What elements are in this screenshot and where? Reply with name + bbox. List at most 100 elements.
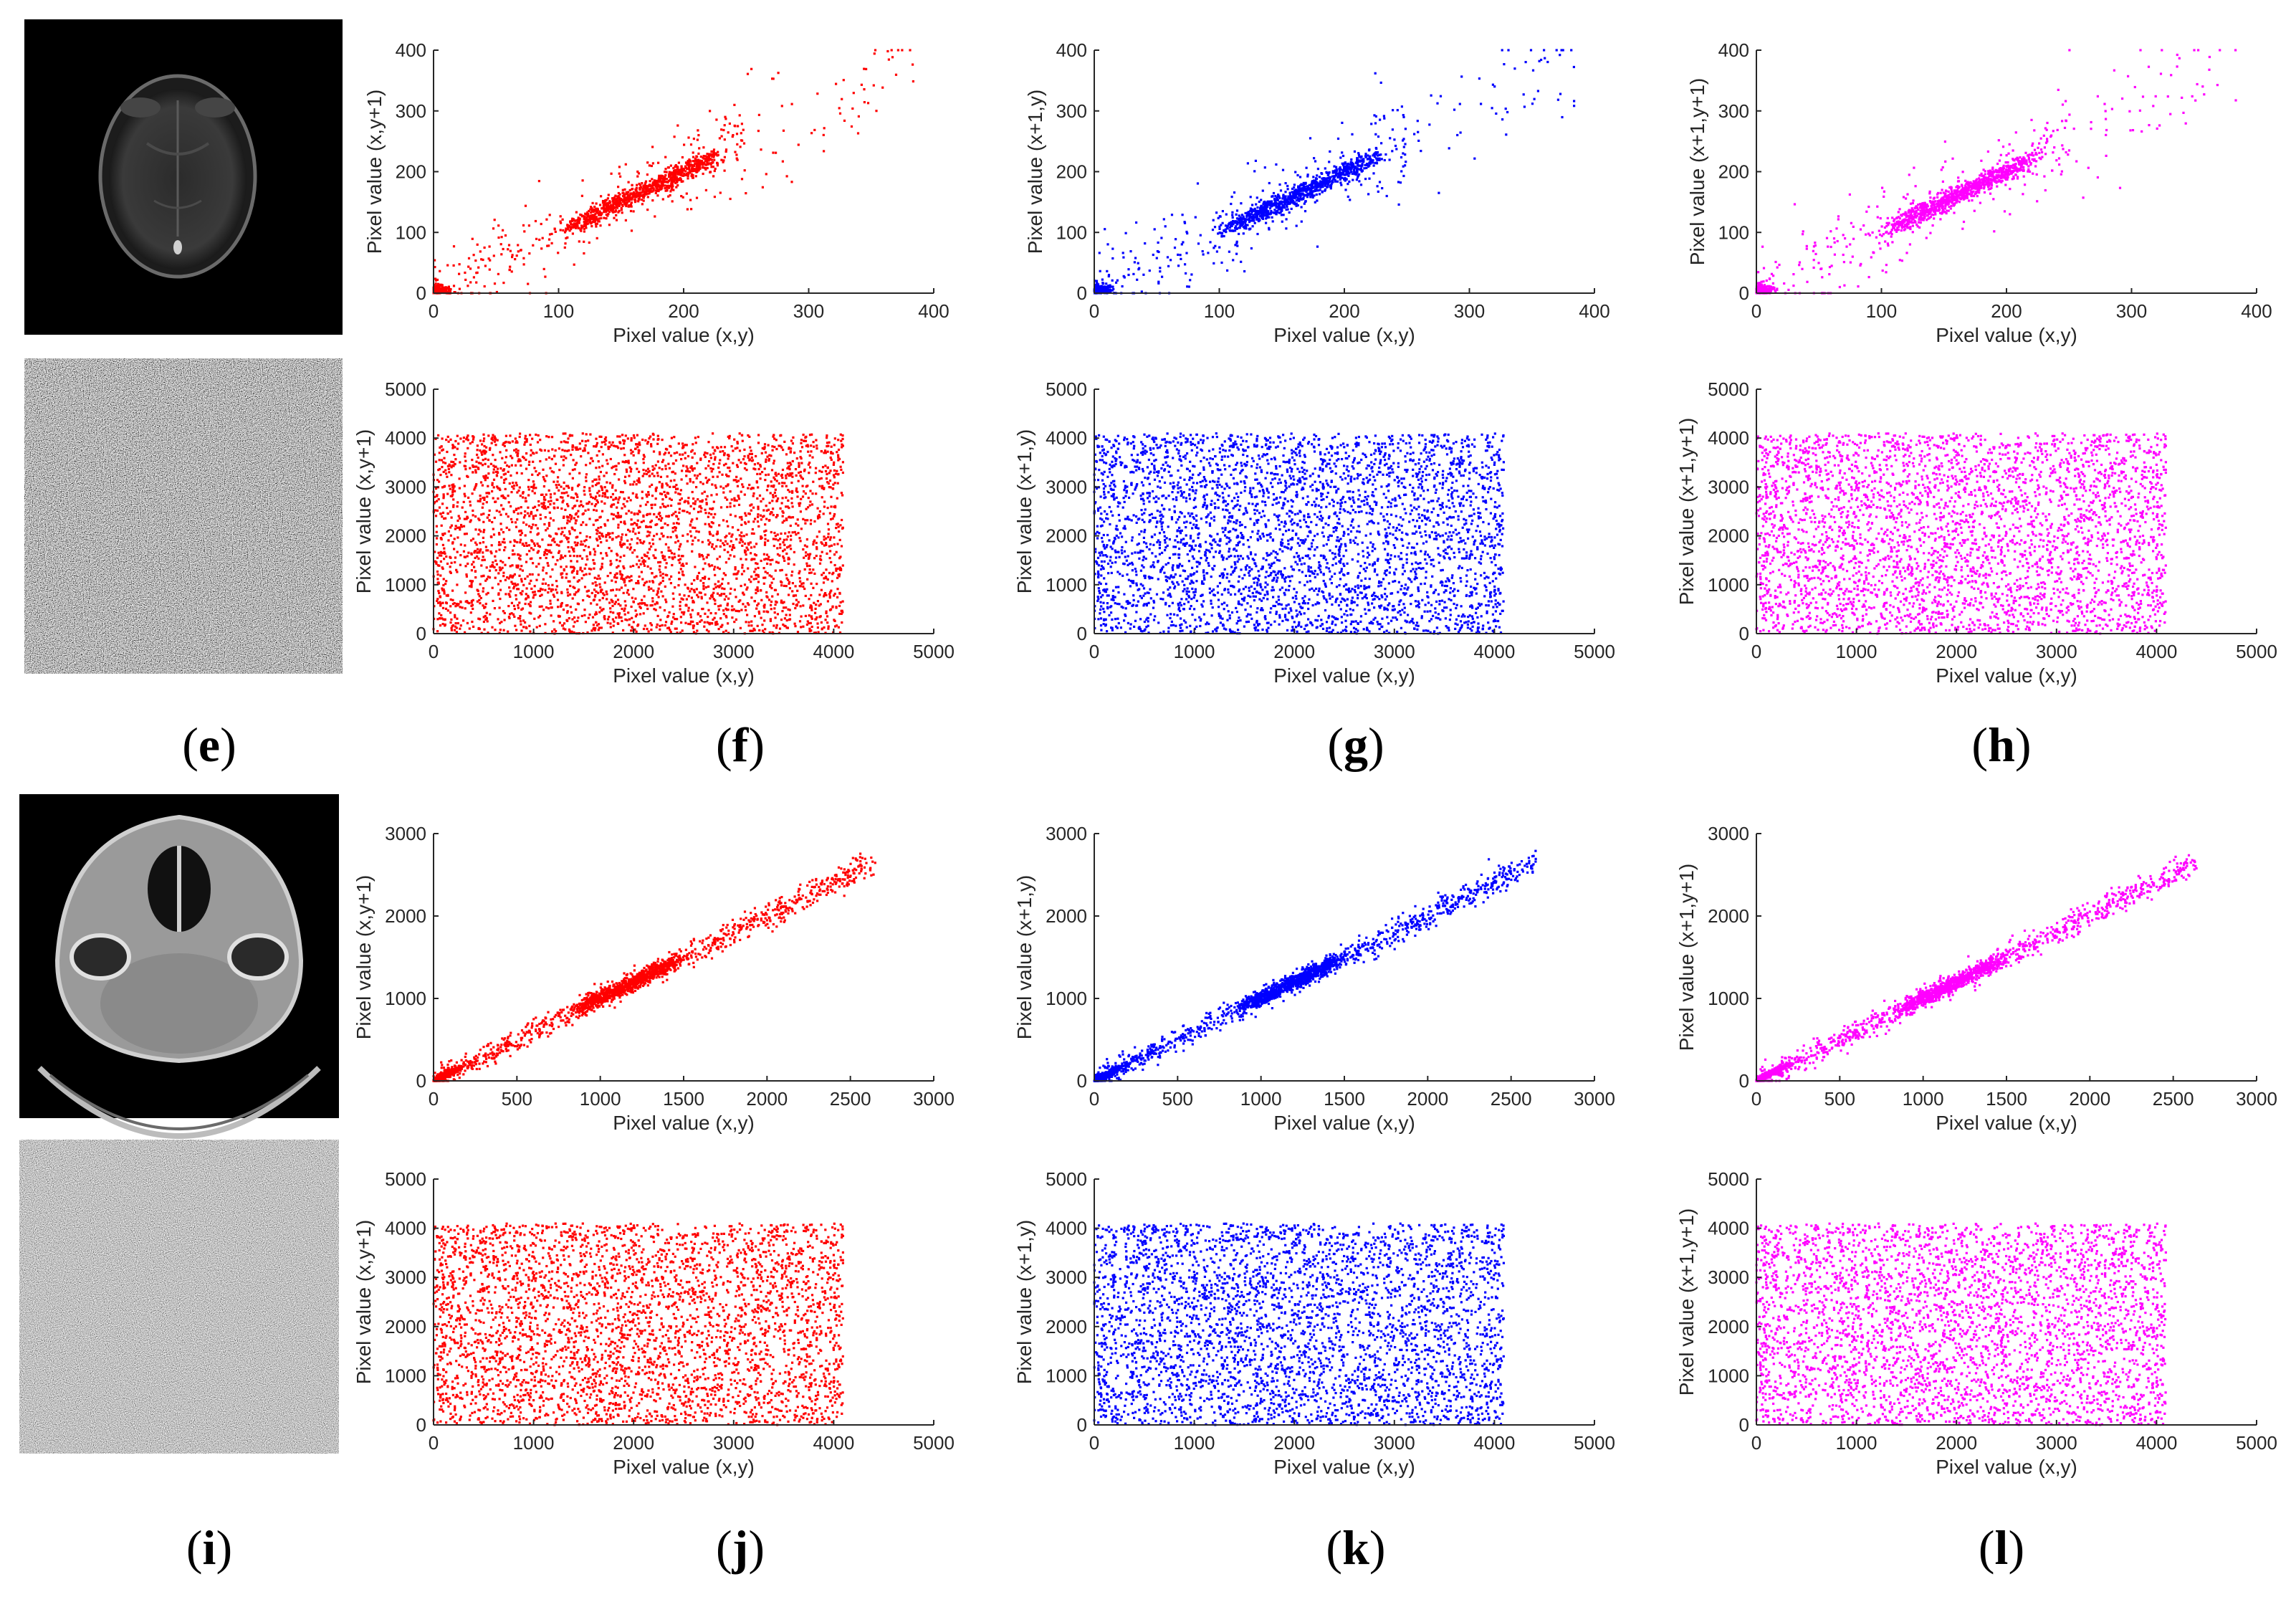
scatter-point (1185, 252, 1187, 254)
scatter-point (469, 267, 472, 270)
scatter-point (1260, 215, 1262, 217)
scatter-point (1428, 123, 1430, 125)
scatter-point (1900, 229, 1903, 232)
scatter-point (625, 163, 627, 166)
scatter-point (1157, 282, 1159, 285)
scatter-point (1281, 221, 1283, 223)
scatter-point (1293, 183, 1296, 186)
scatter-point (1920, 221, 1922, 224)
scatter-point (1253, 214, 1255, 216)
scatter-point (681, 168, 684, 170)
x-axis-label: Pixel value (x,y) (613, 324, 755, 346)
scatter-point (502, 248, 504, 250)
scatter-point (1398, 204, 1400, 206)
x-tick-label: 200 (668, 300, 699, 322)
scatter-point (1436, 102, 1438, 105)
scatter-point (528, 224, 530, 226)
scatter-point (1248, 219, 1250, 221)
scatter-point (603, 209, 606, 211)
scatter-point (1307, 185, 1309, 187)
scatter-point (1261, 209, 1263, 211)
scatter-point (504, 234, 507, 237)
scatter-point (1286, 209, 1288, 211)
scatter-point (1357, 164, 1359, 166)
scatter-point (668, 180, 670, 182)
scatter-point (790, 181, 793, 183)
scatter-point (689, 163, 692, 166)
scatter-point (657, 162, 659, 164)
scatter-point (1109, 285, 1111, 287)
scatter-point (590, 225, 593, 227)
scatter-point (1180, 258, 1182, 260)
scatter-point (1235, 214, 1238, 216)
scatter-point (1218, 228, 1220, 230)
scatter-point (717, 163, 719, 165)
scatter-point (1182, 241, 1184, 243)
scatter-point (656, 194, 659, 196)
scatter-point (1171, 214, 1173, 216)
scatter-point (1316, 184, 1319, 186)
scatter-point (1392, 128, 1394, 130)
scatter-point (636, 176, 638, 178)
scatter-point (1258, 220, 1260, 222)
scatter-point (733, 104, 735, 106)
scatter-point (497, 224, 499, 226)
scatter-point (897, 49, 899, 51)
scatter-point (1099, 270, 1101, 272)
scatter-point (599, 204, 601, 206)
scatter-point (1304, 189, 1306, 191)
scatter-point (523, 230, 525, 232)
scatter-point (1235, 253, 1238, 255)
scatter-point (542, 237, 544, 239)
scatter-point (680, 195, 682, 197)
scatter-point (593, 206, 595, 208)
scatter-point (690, 208, 692, 210)
scatter-point (1234, 244, 1236, 246)
y-tick-label: 400 (1056, 39, 1087, 61)
scatter-point (1238, 221, 1240, 224)
scatter-point (616, 206, 618, 209)
scatter-point (1306, 194, 1308, 196)
scatter-point (1122, 257, 1124, 259)
scatter-point (1295, 193, 1297, 195)
scatter-point (1104, 228, 1106, 230)
scatter-point (1924, 202, 1926, 204)
scatter-point (1231, 196, 1233, 198)
scatter-point (1217, 232, 1219, 234)
scatter-point (562, 229, 564, 232)
y-tick-label: 300 (1056, 100, 1087, 122)
scatter-point (1309, 137, 1311, 139)
scatter-point (689, 199, 692, 201)
scatter-point (568, 225, 570, 227)
scatter-point (631, 198, 633, 200)
scatter-point (1964, 180, 1966, 182)
scatter-point (699, 168, 701, 170)
scatter-point (1405, 128, 1407, 130)
scatter-point (1404, 164, 1406, 166)
scatter-point (747, 73, 749, 75)
scatter-point (588, 210, 590, 212)
scatter-point (1231, 211, 1233, 214)
scatter-point (703, 158, 705, 160)
scatter-point (615, 214, 617, 216)
scatter-point (1270, 210, 1272, 212)
scatter-point (1337, 138, 1339, 140)
scatter-point (732, 135, 734, 138)
scatter-point (1252, 225, 1254, 227)
scatter-point (649, 184, 651, 186)
scatter-point (1229, 229, 1231, 232)
scatter-point (1332, 170, 1334, 172)
scatter-point (661, 182, 663, 184)
scatter-point (674, 175, 676, 177)
scatter-point (1299, 192, 1301, 194)
scatter-point (1273, 204, 1275, 206)
scatter-point (1236, 245, 1238, 247)
scatter-point (628, 181, 630, 183)
scatter-point (1251, 204, 1253, 206)
scatter-point (664, 178, 666, 180)
scatter-point (706, 156, 708, 158)
scatter-point (1231, 214, 1233, 216)
scatter-point (697, 167, 699, 169)
y-tick-label: 100 (1056, 221, 1087, 243)
